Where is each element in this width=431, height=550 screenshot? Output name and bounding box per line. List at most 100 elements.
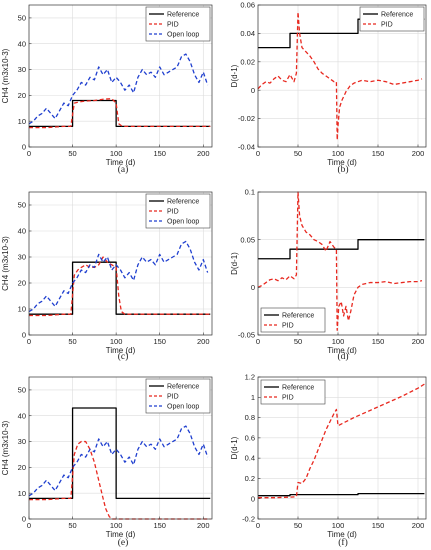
x-tick-label: 100: [110, 521, 123, 530]
legend: Reference PID Open loop: [145, 6, 211, 42]
y-tick-label: 1.2: [245, 373, 255, 382]
y-tick-label: 0.02: [240, 57, 255, 66]
x-tick-label: 150: [372, 337, 385, 346]
y-tick-label: 20: [18, 279, 26, 288]
y-tick-label: 30: [18, 253, 26, 262]
y-tick-label: 30: [18, 65, 26, 74]
y-tick-label: 0: [22, 331, 26, 340]
x-tick-label: 100: [110, 149, 123, 158]
chart-panel-3: 0 50 100 150 200 0 10 20 30 40 50 Time (d) CH4 (m3x1…: [1, 191, 213, 362]
y-axis-label: D(d-1): [230, 252, 239, 275]
x-tick-label: 150: [153, 521, 166, 530]
axes-frame: [28, 191, 213, 336]
y-tick-label: 0.06: [240, 1, 255, 10]
y-tick-label: 0.1: [245, 188, 255, 197]
chart-panel-1: 0 50 100 150 200 0 10 20 30 40 50 Time (d) CH4 (m3x1…: [1, 4, 213, 175]
y-tick-label: 0.8: [245, 413, 255, 422]
panel-label: (d): [337, 351, 348, 362]
legend-label: Open loop: [167, 32, 199, 39]
y-tick-label: 0.4: [245, 454, 255, 463]
y-tick-label: -0.04: [238, 143, 255, 152]
x-axis-label: Time (d): [327, 530, 357, 539]
x-tick-label: 0: [256, 149, 260, 158]
series-line-pid: [29, 98, 211, 129]
panel-label: (a): [118, 164, 129, 175]
legend: Reference PID: [260, 307, 326, 333]
axes-frame: [28, 376, 213, 520]
y-tick-label: 0.2: [245, 474, 255, 483]
y-axis-label: D(d-1): [230, 436, 239, 459]
legend-label: Reference: [282, 385, 314, 392]
x-axis-label: Time (d): [106, 346, 136, 355]
y-tick-label: 0.6: [245, 433, 255, 442]
series-line-pid: [29, 440, 211, 520]
y-tick-label: 20: [18, 91, 26, 100]
legend-label: Open loop: [167, 219, 199, 226]
x-tick-label: 150: [372, 521, 385, 530]
y-axis-label: CH4 (m3x10-3): [1, 420, 10, 475]
x-tick-label: 50: [294, 337, 302, 346]
x-tick-label: 200: [197, 337, 210, 346]
y-tick-label: 10: [18, 489, 26, 498]
panel-label: (e): [118, 537, 129, 548]
x-axis-label: Time (d): [327, 346, 357, 355]
legend-label: Reference: [167, 199, 199, 206]
y-axis-label: D(d-1): [230, 64, 239, 87]
legend-label: Reference: [282, 313, 314, 320]
x-tick-label: 150: [153, 149, 166, 158]
axes-frame: [257, 376, 427, 520]
y-tick-label: 0: [22, 143, 26, 152]
panel-label: (f): [338, 537, 348, 548]
legend: Reference PID: [260, 379, 326, 405]
series-line-open-loop: [28, 53, 209, 125]
x-axis-label: Time (d): [327, 158, 357, 167]
series-line-pid: [258, 383, 425, 499]
x-axis-label: Time (d): [106, 158, 136, 167]
series-line-pid: [257, 191, 423, 331]
panel-label: (b): [337, 164, 348, 175]
x-tick-label: 50: [68, 337, 76, 346]
x-tick-label: 50: [68, 149, 76, 158]
x-tick-label: 100: [110, 337, 123, 346]
y-tick-label: -0.05: [238, 331, 255, 340]
legend-box: [260, 379, 326, 405]
y-tick-label: 0.05: [240, 235, 255, 244]
series-line-pid: [29, 256, 211, 317]
legend-label: PID: [381, 22, 393, 29]
y-tick-label: 50: [18, 14, 26, 23]
y-tick-label: -0.02: [238, 114, 255, 123]
y-tick-label: 0.04: [240, 29, 255, 38]
y-tick-label: 30: [18, 437, 26, 446]
legend-label: PID: [167, 22, 179, 29]
x-tick-label: 150: [372, 149, 385, 158]
series-line-pid: [257, 11, 423, 141]
x-tick-label: 200: [412, 337, 425, 346]
legend: Reference PID Open loop: [145, 193, 211, 229]
series-line-reference: [258, 492, 425, 497]
x-tick-label: 200: [412, 149, 425, 158]
x-tick-label: 100: [332, 337, 345, 346]
legend-box: [359, 6, 425, 32]
legend-label: PID: [282, 323, 294, 330]
chart-panel-5: 0 50 100 150 200 0 10 20 30 40 50 Time (d) CH4 (m3x1…: [1, 376, 213, 548]
y-tick-label: 0: [251, 494, 255, 503]
x-tick-label: 200: [197, 521, 210, 530]
y-tick-label: 0: [251, 86, 255, 95]
series-line-open-loop: [28, 240, 209, 313]
y-tick-label: 10: [18, 117, 26, 126]
series-line-reference: [258, 239, 425, 260]
legend-label: Reference: [167, 12, 199, 19]
x-tick-label: 50: [68, 521, 76, 530]
legend-label: Open loop: [167, 404, 199, 411]
y-tick-label: 40: [18, 227, 26, 236]
y-tick-label: 10: [18, 305, 26, 314]
y-tick-label: 20: [18, 463, 26, 472]
legend-label: PID: [167, 394, 179, 401]
axes-frame: [28, 4, 213, 148]
x-tick-label: 0: [27, 337, 31, 346]
legend-label: Reference: [381, 12, 413, 19]
x-tick-label: 50: [294, 521, 302, 530]
